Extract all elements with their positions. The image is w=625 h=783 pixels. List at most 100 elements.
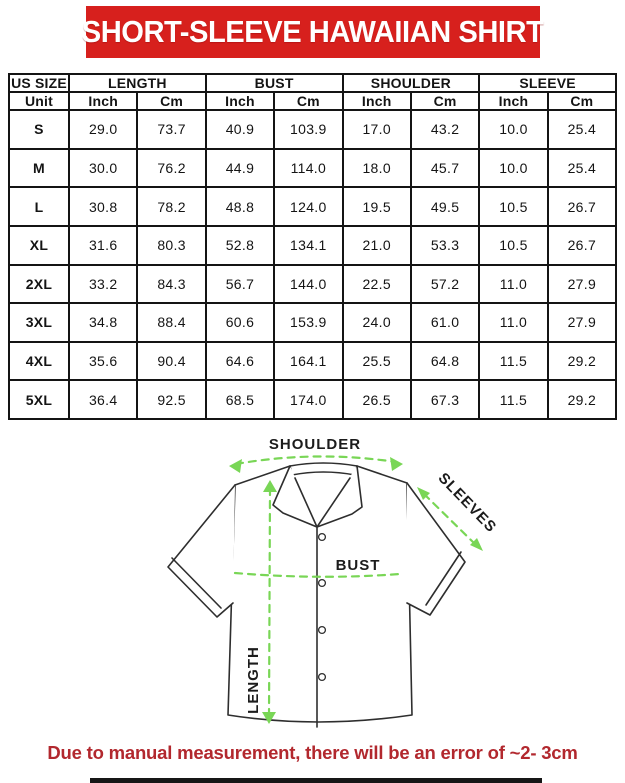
value-cell: 25.4 xyxy=(546,109,618,150)
value-cell: 49.5 xyxy=(409,186,481,227)
value-cell: 10.5 xyxy=(478,224,549,266)
value-cell: 124.0 xyxy=(273,186,344,227)
length-arrowhead-top xyxy=(263,480,277,492)
length-label: LENGTH xyxy=(245,646,262,714)
size-chart-table: US SIZE LENGTH BUST SHOULDER SLEEVE Unit… xyxy=(8,73,618,420)
value-cell: 90.4 xyxy=(136,340,207,382)
value-cell: 164.1 xyxy=(273,340,344,382)
table-row: XL 31.6 80.3 52.8 134.1 21.0 53.3 10.5 26.7 xyxy=(8,224,618,266)
unit-header-cell: Inch xyxy=(341,91,412,111)
value-cell: 29.2 xyxy=(546,379,618,420)
value-cell: 10.5 xyxy=(478,186,549,227)
button xyxy=(317,532,327,542)
value-cell: 73.7 xyxy=(136,109,207,150)
shirt-body xyxy=(227,462,413,723)
value-cell: 114.0 xyxy=(273,147,344,189)
value-cell: 40.9 xyxy=(204,109,276,150)
unit-label: Unit xyxy=(8,91,70,111)
size-cell: 3XL xyxy=(8,302,70,343)
size-cell: 2XL xyxy=(8,263,70,305)
value-cell: 68.5 xyxy=(204,379,276,420)
size-cell: L xyxy=(8,186,70,227)
left-lapel xyxy=(272,465,318,528)
value-cell: 10.0 xyxy=(478,109,549,150)
table-row: 4XL 35.6 90.4 64.6 164.1 25.5 64.8 11.5 29.2 xyxy=(8,340,618,382)
shirt-diagram-svg: SHOULDER SLEEVES BUST LENGTH xyxy=(167,436,500,728)
value-cell: 33.2 xyxy=(67,263,139,305)
value-cell: 61.0 xyxy=(409,302,481,343)
size-cell: S xyxy=(8,109,70,150)
value-cell: 78.2 xyxy=(136,186,207,227)
value-cell: 53.3 xyxy=(409,224,481,266)
value-cell: 84.3 xyxy=(136,263,207,305)
value-cell: 103.9 xyxy=(273,109,344,150)
group-header-row: US SIZE LENGTH BUST SHOULDER SLEEVE xyxy=(8,73,617,93)
shirt-right-sleeve xyxy=(406,482,466,616)
unit-header-row: Unit Inch Cm Inch Cm Inch Cm Inch Cm xyxy=(8,91,618,111)
value-cell: 64.6 xyxy=(204,340,276,382)
button xyxy=(317,625,327,635)
value-cell: 27.9 xyxy=(546,263,618,305)
neck-opening-left xyxy=(294,477,318,528)
value-cell: 57.2 xyxy=(409,263,481,305)
value-cell: 80.3 xyxy=(136,224,207,266)
value-cell: 134.1 xyxy=(273,224,344,266)
value-cell: 43.2 xyxy=(409,109,481,150)
table-row: L 30.8 78.2 48.8 124.0 19.5 49.5 10.5 26.7 xyxy=(8,186,618,227)
value-cell: 25.5 xyxy=(341,340,412,382)
button xyxy=(317,578,327,588)
value-cell: 19.5 xyxy=(341,186,412,227)
left-cuff-line xyxy=(171,557,222,609)
unit-header-cell: Inch xyxy=(478,91,549,111)
measurement-disclaimer: Due to manual measurement, there will be… xyxy=(47,742,578,763)
value-cell: 22.5 xyxy=(341,263,412,305)
size-cell: 4XL xyxy=(8,340,70,382)
value-cell: 36.4 xyxy=(67,379,139,420)
unit-header-cell: Inch xyxy=(204,91,276,111)
value-cell: 10.0 xyxy=(478,147,549,189)
value-cell: 52.8 xyxy=(204,224,276,266)
value-cell: 25.4 xyxy=(546,147,618,189)
value-cell: 153.9 xyxy=(273,302,344,343)
value-cell: 26.7 xyxy=(546,224,618,266)
right-cuff-line xyxy=(425,551,462,606)
bust-label: BUST xyxy=(336,557,381,574)
value-cell: 11.5 xyxy=(478,379,549,420)
value-cell: 31.6 xyxy=(67,224,139,266)
value-cell: 45.7 xyxy=(409,147,481,189)
value-cell: 34.8 xyxy=(67,302,139,343)
value-cell: 24.0 xyxy=(341,302,412,343)
unit-header-cell: Cm xyxy=(409,91,481,111)
value-cell: 30.0 xyxy=(67,147,139,189)
size-cell: XL xyxy=(8,224,70,266)
shoulder-arrowhead-left xyxy=(229,459,242,473)
shoulder-arrowhead-right xyxy=(390,457,403,471)
length-measure-line xyxy=(267,486,272,719)
page-title: SHORT-SLEEVE HAWAIIAN SHIRT xyxy=(82,14,544,49)
group-header-bust: BUST xyxy=(204,73,344,93)
value-cell: 26.7 xyxy=(546,186,618,227)
unit-header-cell: Cm xyxy=(273,91,344,111)
value-cell: 76.2 xyxy=(136,147,207,189)
shirt-left-sleeve xyxy=(167,484,236,618)
value-cell: 11.5 xyxy=(478,340,549,382)
bust-measure-line xyxy=(233,571,402,578)
value-cell: 56.7 xyxy=(204,263,276,305)
value-cell: 30.8 xyxy=(67,186,139,227)
group-header-sleeve: SLEEVE xyxy=(478,73,617,93)
value-cell: 21.0 xyxy=(341,224,412,266)
cropped-bottom-banner xyxy=(90,778,542,783)
value-cell: 26.5 xyxy=(341,379,412,420)
button xyxy=(317,672,327,682)
size-cell: 5XL xyxy=(8,379,70,420)
value-cell: 64.8 xyxy=(409,340,481,382)
sleeves-measure-line xyxy=(422,492,476,545)
group-header-shoulder: SHOULDER xyxy=(341,73,481,93)
value-cell: 35.6 xyxy=(67,340,139,382)
unit-header-cell: Inch xyxy=(67,91,139,111)
value-cell: 92.5 xyxy=(136,379,207,420)
value-cell: 11.0 xyxy=(478,302,549,343)
length-arrowhead-bottom xyxy=(262,712,276,724)
collar-band-seam xyxy=(291,471,356,476)
table-row: M 30.0 76.2 44.9 114.0 18.0 45.7 10.0 25.4 xyxy=(8,147,618,189)
